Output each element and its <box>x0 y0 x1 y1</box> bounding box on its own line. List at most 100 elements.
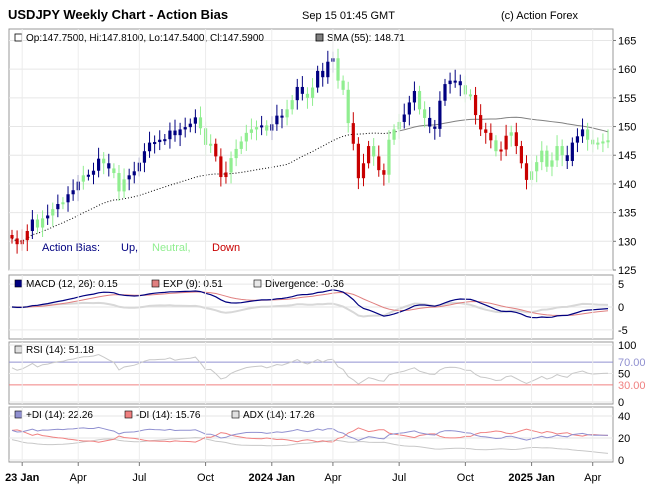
price-bar <box>209 143 213 146</box>
action-bias-down: Down <box>212 242 240 254</box>
price-bar <box>147 142 152 152</box>
price-bar <box>468 94 473 97</box>
price-bar <box>499 149 503 152</box>
price-bar <box>153 142 157 145</box>
price-bar <box>249 129 254 133</box>
minus-di-legend-swatch <box>124 410 133 419</box>
adx-line <box>11 437 609 454</box>
price-bar <box>35 219 40 228</box>
price-bar <box>290 100 294 110</box>
price-bar <box>295 86 299 101</box>
price-bar <box>127 175 131 180</box>
action-bias-neutral: Neutral, <box>152 242 191 254</box>
price-bar <box>351 123 355 144</box>
rsi-legend: RSI (14): 51.18 <box>26 345 94 356</box>
macd-gridlines <box>9 283 613 331</box>
price-bar <box>214 143 218 157</box>
price-y-axis: 165 160 155 150 145 140 135 130 125 <box>613 35 636 277</box>
price-bar <box>565 155 569 161</box>
price-bar <box>417 90 422 110</box>
price-bar <box>560 146 564 156</box>
price-bar <box>224 172 228 178</box>
price-bar <box>366 146 371 164</box>
price-bar <box>575 136 580 143</box>
price-y-tick-label: 155 <box>618 93 636 105</box>
price-bar <box>61 202 65 205</box>
price-bar <box>107 163 111 169</box>
divergence-legend: Divergence: -0.36 <box>265 279 344 290</box>
price-bar <box>494 140 498 152</box>
price-bar <box>601 141 605 144</box>
plus-di-legend-swatch <box>14 410 23 419</box>
macd-legend-swatch <box>14 279 23 288</box>
price-bar <box>122 179 126 192</box>
x-axis: 23 Jan Apr Jul Oct 2024 Jan Apr Jul Oct 2025 Jan… <box>5 29 602 484</box>
price-bar <box>40 218 45 228</box>
price-bar <box>356 143 360 179</box>
price-bar <box>458 81 462 86</box>
exp-legend-swatch <box>151 279 160 288</box>
rsi-line <box>11 353 609 385</box>
ohlc-legend: Op:147.7500, Hi:147.8100, Lo:147.5400, C… <box>26 33 264 44</box>
price-bar <box>280 115 284 118</box>
price-bar <box>321 70 325 78</box>
price-bar <box>86 174 91 177</box>
exp-legend: EXP (9): 0.51 <box>163 279 223 290</box>
minus-di-path <box>11 427 609 443</box>
price-bar <box>423 109 427 118</box>
price-bar <box>519 146 524 164</box>
ohlc-legend-swatch <box>14 33 23 42</box>
x-tick-label: Apr <box>324 472 341 484</box>
macd-legend: MACD (12, 26): 0.15 <box>26 279 118 290</box>
price-bar <box>239 141 243 149</box>
price-bar <box>448 80 452 85</box>
adx-legend-swatch <box>231 410 240 419</box>
price-bar <box>473 94 478 116</box>
price-bar <box>260 125 264 128</box>
price-bar <box>91 170 96 175</box>
price-bar <box>540 150 544 163</box>
x-tick-label: Jul <box>392 472 406 484</box>
price-bar <box>265 125 269 131</box>
x-tick-label: Jul <box>132 472 146 484</box>
price-bar <box>244 132 248 142</box>
sma-solid-segment <box>399 116 609 133</box>
price-bar <box>158 139 162 143</box>
rsi-legend-swatch <box>14 345 23 354</box>
price-bar <box>555 146 559 161</box>
price-bar <box>392 129 396 140</box>
price-bar <box>112 168 116 174</box>
price-bar <box>117 173 121 192</box>
x-tick-label: Oct <box>197 472 214 484</box>
price-bar <box>285 109 289 118</box>
price-bar <box>25 230 29 241</box>
price-bar <box>234 148 238 159</box>
macd-y-tick-label: 5 <box>618 279 624 291</box>
price-gridlines <box>9 39 613 271</box>
dmi-y-tick-label: 0 <box>618 455 624 467</box>
price-bar <box>545 150 549 167</box>
dmi-panel <box>8 406 614 463</box>
price-bar <box>341 80 345 90</box>
sma-legend-swatch <box>315 33 324 42</box>
macd-y-tick-label: -5 <box>618 325 628 337</box>
rsi-path <box>11 353 609 385</box>
adx-legend: ADX (14): 17.26 <box>243 410 315 421</box>
price-y-tick-label: 135 <box>618 208 636 220</box>
price-bar <box>132 171 136 176</box>
price-bar <box>433 126 437 129</box>
price-y-tick-label: 130 <box>618 236 636 248</box>
price-bar <box>407 102 411 115</box>
price-y-tick-label: 140 <box>618 179 636 191</box>
macd-y-axis: 5 0 -5 <box>618 279 628 337</box>
rsi-y-tick-label: 0 <box>618 397 624 409</box>
price-bar <box>305 93 310 98</box>
price-bar <box>193 117 197 124</box>
price-bar <box>580 129 585 137</box>
price-bar <box>509 132 513 136</box>
price-bar <box>524 163 529 180</box>
sma-legend: SMA (55): 148.71 <box>327 33 405 44</box>
price-bar <box>316 70 320 88</box>
dmi-y-axis: 40 20 0 <box>618 411 630 467</box>
x-tick-label: Oct <box>457 472 474 484</box>
